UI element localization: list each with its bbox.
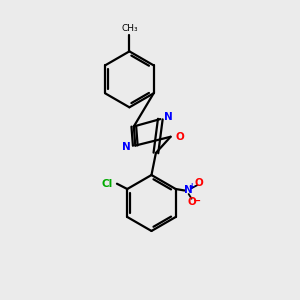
Text: N: N bbox=[184, 185, 192, 196]
Text: CH₃: CH₃ bbox=[121, 24, 138, 33]
Text: O: O bbox=[187, 197, 196, 207]
Text: O: O bbox=[195, 178, 204, 188]
Text: O: O bbox=[175, 132, 184, 142]
Text: N: N bbox=[164, 112, 172, 122]
Text: +: + bbox=[188, 182, 195, 191]
Text: Cl: Cl bbox=[101, 179, 112, 189]
Text: N: N bbox=[122, 142, 131, 152]
Text: −: − bbox=[193, 196, 201, 206]
